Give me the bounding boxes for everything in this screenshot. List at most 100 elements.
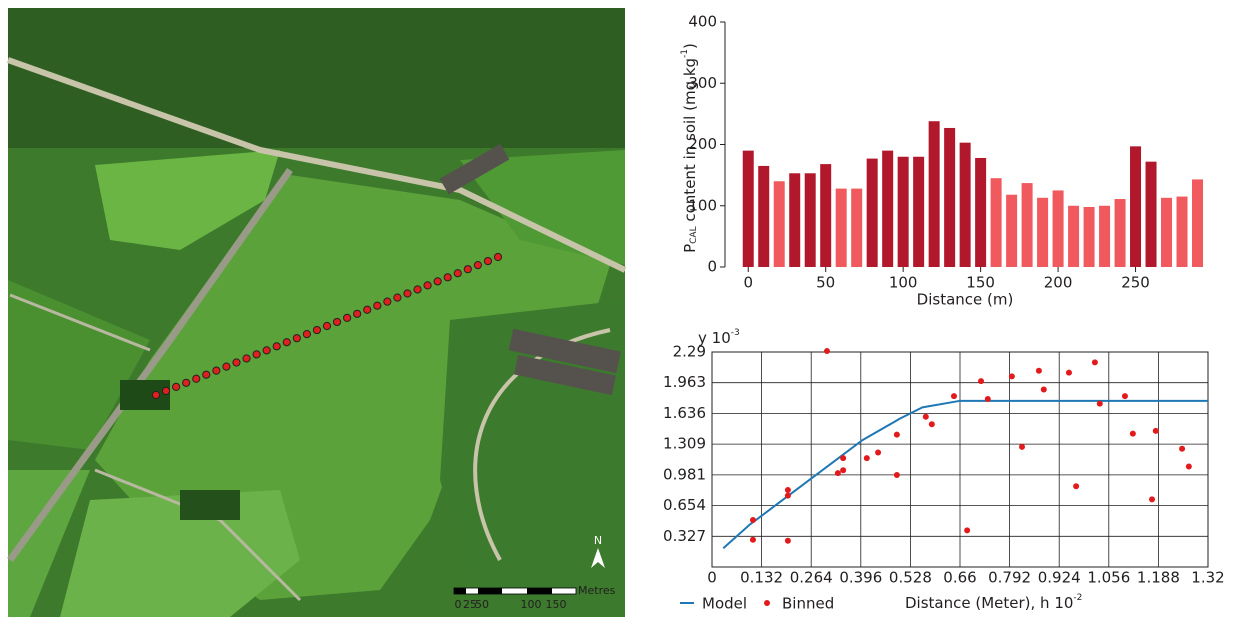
binned-point bbox=[1041, 387, 1047, 393]
forest bbox=[8, 8, 625, 148]
bar bbox=[1099, 206, 1110, 267]
sample-point bbox=[183, 379, 190, 386]
bar bbox=[1146, 162, 1157, 267]
sample-point bbox=[374, 302, 381, 309]
sample-point bbox=[394, 294, 401, 301]
binned-point bbox=[929, 421, 935, 427]
binned-point bbox=[835, 470, 841, 476]
bar bbox=[836, 189, 847, 267]
sample-point bbox=[414, 286, 421, 293]
bar bbox=[1192, 179, 1203, 267]
binned-point bbox=[1073, 483, 1079, 489]
bar bbox=[929, 121, 940, 267]
x-tick-label: 200 bbox=[1044, 274, 1073, 292]
binned-point bbox=[1186, 464, 1192, 470]
legend-swatch bbox=[764, 600, 770, 606]
trees bbox=[120, 380, 170, 410]
sample-point bbox=[333, 318, 340, 325]
x-tick-label: 0.528 bbox=[889, 569, 932, 587]
sample-point bbox=[233, 359, 240, 366]
scale-label: 0 bbox=[455, 598, 462, 611]
scale-bar-segment bbox=[454, 588, 466, 594]
sample-point bbox=[173, 383, 180, 390]
bar bbox=[991, 178, 1002, 267]
x-tick-label: 0.132 bbox=[740, 569, 783, 587]
binned-point bbox=[923, 414, 929, 420]
sample-point bbox=[152, 391, 159, 398]
bar bbox=[1161, 198, 1172, 267]
sample-point bbox=[354, 310, 361, 317]
y-tick-label: 100 bbox=[688, 196, 717, 214]
bar bbox=[774, 181, 785, 267]
bar bbox=[960, 143, 971, 267]
binned-point bbox=[1149, 496, 1155, 502]
scale-bar-segment bbox=[478, 588, 502, 594]
binned-point bbox=[785, 493, 791, 499]
bar bbox=[758, 166, 769, 267]
binned-point bbox=[785, 487, 791, 493]
y-tick-label: 400 bbox=[688, 13, 717, 31]
x-axis-title: Distance (m) bbox=[917, 291, 1014, 309]
sample-point bbox=[193, 375, 200, 382]
binned-point bbox=[1066, 370, 1072, 376]
sample-point bbox=[253, 351, 260, 358]
binned-point bbox=[875, 449, 881, 455]
y-tick-label: 0.654 bbox=[663, 496, 706, 514]
x-tick-label: 0.792 bbox=[988, 569, 1031, 587]
legend-label: Model bbox=[702, 595, 747, 613]
sample-point bbox=[344, 314, 351, 321]
y-tick-label: 2.29 bbox=[673, 343, 706, 361]
page: {"photo": {"scale_labels": ["0", "25", "… bbox=[0, 0, 1238, 617]
x-tick-label: 0.924 bbox=[1038, 569, 1081, 587]
sample-point bbox=[303, 331, 310, 338]
y-tick-label: 1.636 bbox=[663, 404, 706, 422]
x-tick-label: 0.66 bbox=[943, 569, 976, 587]
x-tick-label: 0.264 bbox=[790, 569, 833, 587]
binned-point bbox=[785, 538, 791, 544]
x-tick-label: 0 bbox=[707, 569, 717, 587]
binned-point bbox=[864, 455, 870, 461]
binned-point bbox=[1036, 368, 1042, 374]
x-axis-title-part: Distance (Meter), h 10 bbox=[905, 594, 1073, 612]
bar bbox=[820, 164, 831, 267]
sample-point bbox=[484, 257, 491, 264]
binned-point bbox=[985, 396, 991, 402]
sample-point bbox=[323, 322, 330, 329]
binned-point bbox=[750, 537, 756, 543]
binned-point bbox=[1179, 446, 1185, 452]
figure: Metres N PCAL content in soil (mg kg-1) … bbox=[0, 0, 1238, 617]
x-tick-label: 1.32 bbox=[1191, 569, 1224, 587]
aerial-photo: Metres N bbox=[8, 8, 625, 617]
binned-point bbox=[750, 517, 756, 523]
scale-label: 150 bbox=[546, 598, 567, 611]
y-axis-title-part: P bbox=[681, 244, 699, 253]
sample-point bbox=[494, 253, 501, 260]
x-axis-title: Distance (Meter), h 10-2 bbox=[905, 593, 1082, 612]
x-tick-label: 0 bbox=[743, 274, 753, 292]
bar bbox=[851, 189, 862, 267]
x-tick-label: 100 bbox=[889, 274, 918, 292]
binned-point bbox=[1122, 393, 1128, 399]
sample-point bbox=[263, 347, 270, 354]
sample-point bbox=[454, 270, 461, 277]
bar bbox=[1084, 207, 1095, 267]
bar bbox=[805, 173, 816, 267]
binned-point bbox=[894, 432, 900, 438]
sample-point bbox=[273, 343, 280, 350]
y-tick-label: 1.963 bbox=[663, 373, 706, 391]
y-axis-title-superscript: -3 bbox=[731, 328, 740, 338]
x-tick-label: 150 bbox=[966, 274, 995, 292]
sample-point bbox=[313, 326, 320, 333]
x-tick-label: 50 bbox=[816, 274, 835, 292]
bar bbox=[1006, 195, 1017, 267]
y-tick-label: 300 bbox=[688, 74, 717, 92]
scale-bar-segment bbox=[527, 588, 552, 594]
bar bbox=[944, 128, 955, 267]
binned-point bbox=[978, 378, 984, 384]
sample-point bbox=[162, 387, 169, 394]
sample-point bbox=[243, 355, 250, 362]
bar bbox=[882, 151, 893, 267]
binned-point bbox=[840, 467, 846, 473]
sample-point bbox=[384, 298, 391, 305]
trees bbox=[180, 490, 240, 520]
